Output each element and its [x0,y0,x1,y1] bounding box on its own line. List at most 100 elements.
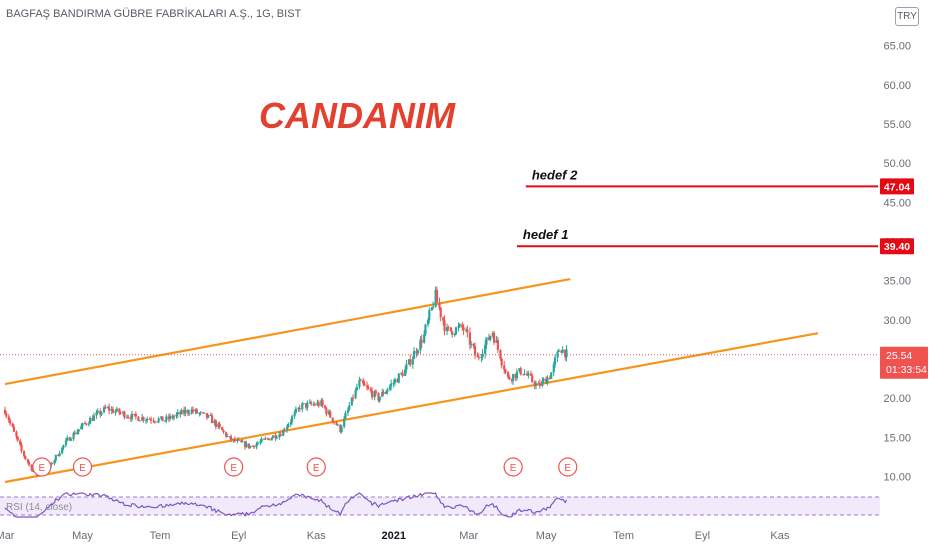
candle-body [312,404,315,406]
candle-body [133,413,136,415]
candle-body [332,421,336,423]
candle-body [363,383,366,386]
candle-body [163,420,167,422]
candle-body [282,429,285,436]
candle-body [217,423,220,428]
candle-body [283,429,286,431]
candle-body [28,462,31,465]
candle-body [435,289,439,303]
watermark-text: CANDANIM [259,95,456,136]
candle-body [358,379,361,387]
candle-body [191,409,195,412]
candle-body [129,417,132,420]
candle-body [390,383,393,387]
x-tick-label: May [536,530,557,542]
x-tick-label: Eyl [695,530,710,542]
candle-body [477,357,480,359]
candle-body [50,463,54,465]
candle-body [290,416,294,422]
candle-body [508,376,511,380]
x-tick-label: Mar [459,530,478,542]
candle-body [500,358,503,366]
candle-body [274,435,277,439]
earnings-event-marker [72,457,93,477]
target-label-2: hedef 2 [532,167,578,182]
candle-body [484,344,487,354]
candle-body [130,413,134,420]
y-tick-label: 50.00 [883,158,911,170]
candle-body [381,391,384,397]
candle-body [369,388,372,391]
candle-body [198,413,201,415]
candle-body [420,339,423,343]
candle-body [400,373,403,375]
candle-body [392,382,395,384]
candle-body [210,415,214,424]
candle-body [73,432,76,435]
candle-body [87,423,90,425]
candle-body [340,426,343,432]
candle-body [92,415,96,421]
candle-body [66,437,69,441]
candle-body [138,420,141,422]
candle-body [416,350,419,354]
candle-body [16,436,19,441]
candle-body [527,373,530,376]
x-tick-label: Mar [0,530,15,542]
candle-body [327,411,331,415]
candle-body [12,426,15,432]
candle-body [141,417,144,421]
candle-body [146,418,149,420]
candle-body [519,368,522,375]
currency-badge[interactable]: TRY [895,7,919,26]
candle-body [431,306,435,308]
candle-body [451,331,454,335]
target-price-badge-2 [880,178,914,195]
candle-body [160,416,163,419]
candle-body [336,424,339,426]
candle-body [99,410,102,415]
candle-body [465,329,468,331]
candle-body [386,389,389,392]
candle-body [7,416,10,421]
candle-body [481,353,484,357]
candle-body [310,402,313,405]
candle-body [423,334,426,343]
candle-body [270,438,273,441]
y-tick-label: 10.00 [883,472,911,484]
candle-body [485,337,488,345]
candle-body [142,417,145,421]
candle-body [278,434,281,438]
candle-body [466,329,469,333]
candle-body [343,418,346,427]
candle-body [382,391,385,394]
candle-body [153,421,156,423]
candle-body [203,412,206,414]
earnings-event-label: E [79,463,86,474]
rsi-line [4,492,568,518]
candle-body [176,412,179,415]
candle-body [127,416,130,418]
candle-body [439,307,442,318]
candle-body [404,369,407,376]
candle-body [271,435,275,439]
candle-body [175,414,178,417]
channel-line-upper [4,278,571,386]
candle-body [144,419,148,421]
last-price-badge [880,346,928,379]
candle-body [552,364,555,373]
candle-body [344,412,347,419]
candle-body [232,438,235,441]
candle-body [362,380,365,384]
candle-body [458,324,461,327]
candle-body [541,380,544,386]
candle-body [499,349,502,359]
candle-body [68,437,71,441]
candle-body [557,350,560,352]
candle-body [104,407,107,409]
candle-body [503,365,506,370]
candle-body [371,390,374,398]
x-tick-label: 2021 [381,530,405,542]
